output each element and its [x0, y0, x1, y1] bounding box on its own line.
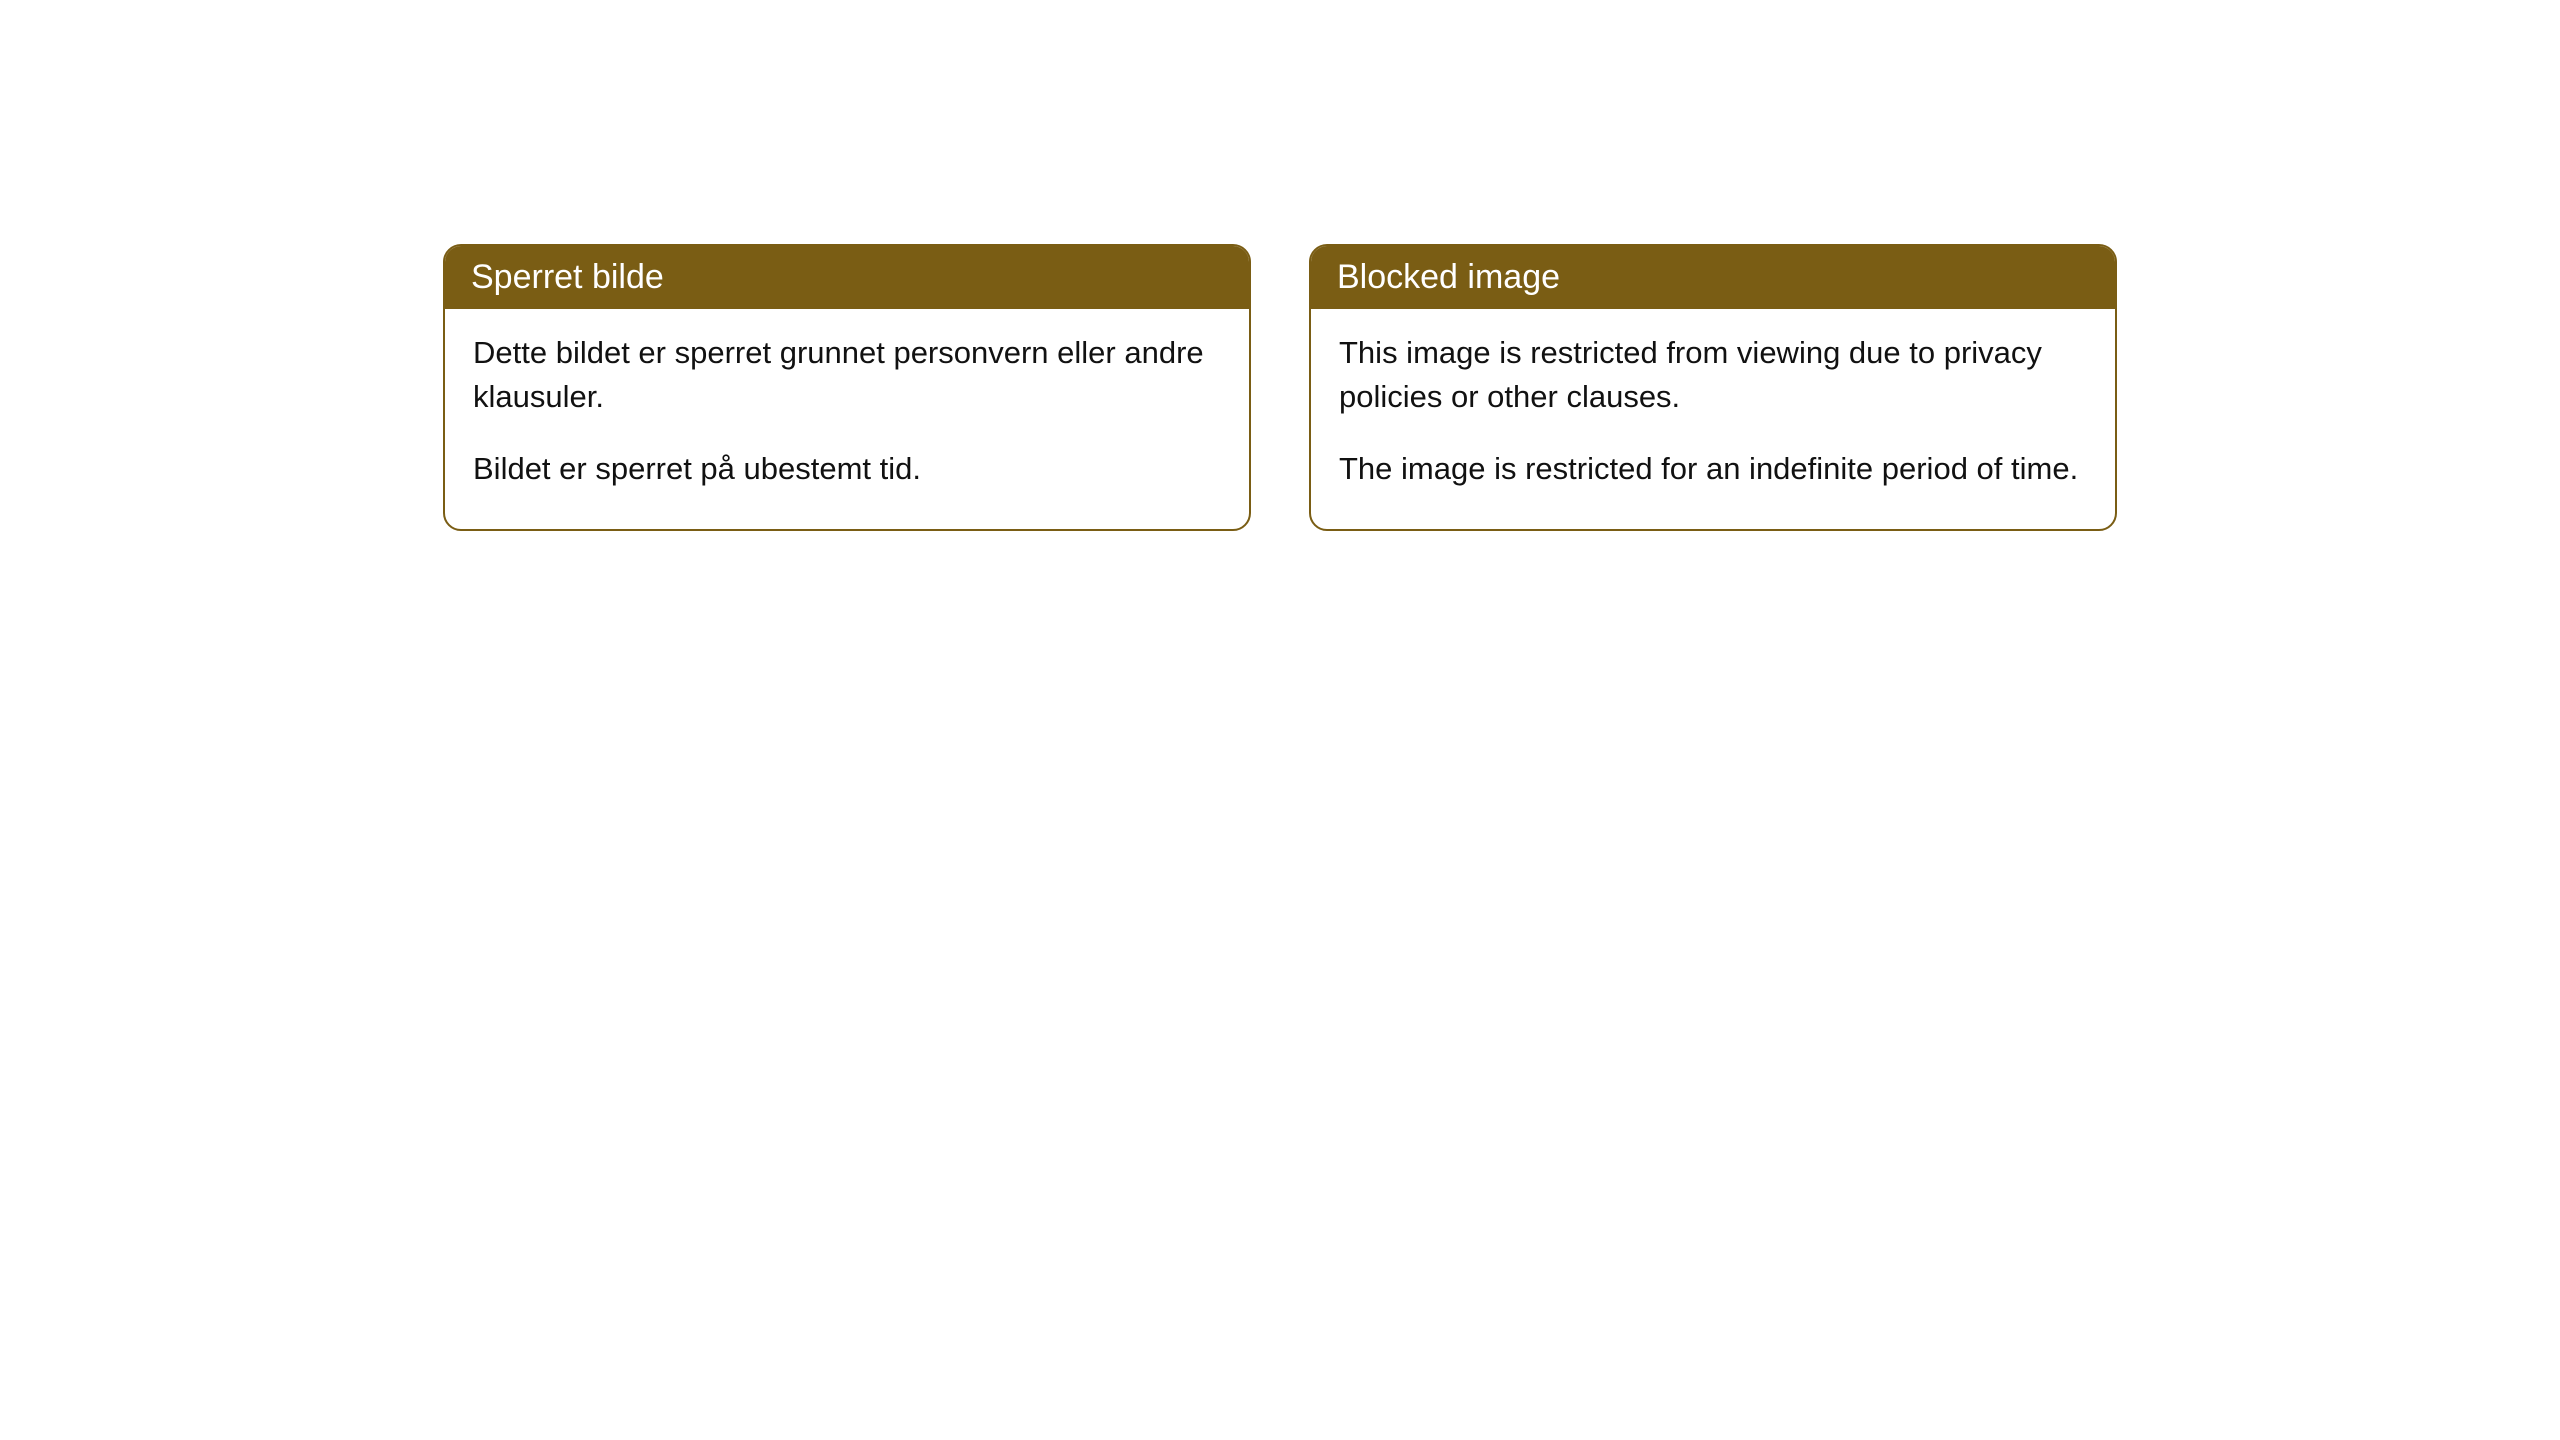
notice-card-norwegian: Sperret bilde Dette bildet er sperret gr… — [443, 244, 1251, 531]
card-body: Dette bildet er sperret grunnet personve… — [445, 309, 1249, 529]
notice-card-english: Blocked image This image is restricted f… — [1309, 244, 2117, 531]
card-title: Sperret bilde — [471, 258, 664, 296]
card-title: Blocked image — [1337, 258, 1560, 296]
card-paragraph: Bildet er sperret på ubestemt tid. — [473, 447, 1221, 491]
card-paragraph: Dette bildet er sperret grunnet personve… — [473, 331, 1221, 419]
card-paragraph: The image is restricted for an indefinit… — [1339, 447, 2087, 491]
card-header: Sperret bilde — [445, 246, 1249, 309]
card-header: Blocked image — [1311, 246, 2115, 309]
notice-cards-container: Sperret bilde Dette bildet er sperret gr… — [0, 244, 2560, 531]
card-body: This image is restricted from viewing du… — [1311, 309, 2115, 529]
card-paragraph: This image is restricted from viewing du… — [1339, 331, 2087, 419]
